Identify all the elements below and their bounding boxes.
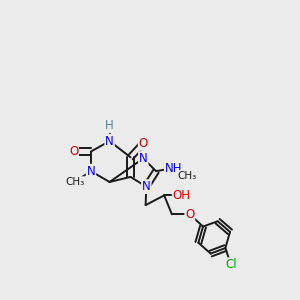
Text: N: N (139, 152, 148, 165)
Text: N: N (142, 180, 151, 193)
Text: NH: NH (165, 162, 182, 175)
Text: O: O (185, 208, 194, 221)
Text: O: O (139, 137, 148, 150)
Text: N: N (87, 165, 95, 178)
Text: O: O (69, 145, 78, 158)
Text: Cl: Cl (225, 258, 237, 271)
Text: OH: OH (173, 189, 191, 202)
Text: CH₃: CH₃ (178, 171, 197, 181)
Text: H: H (105, 119, 114, 132)
Text: CH₃: CH₃ (65, 177, 84, 187)
Text: N: N (105, 135, 114, 148)
